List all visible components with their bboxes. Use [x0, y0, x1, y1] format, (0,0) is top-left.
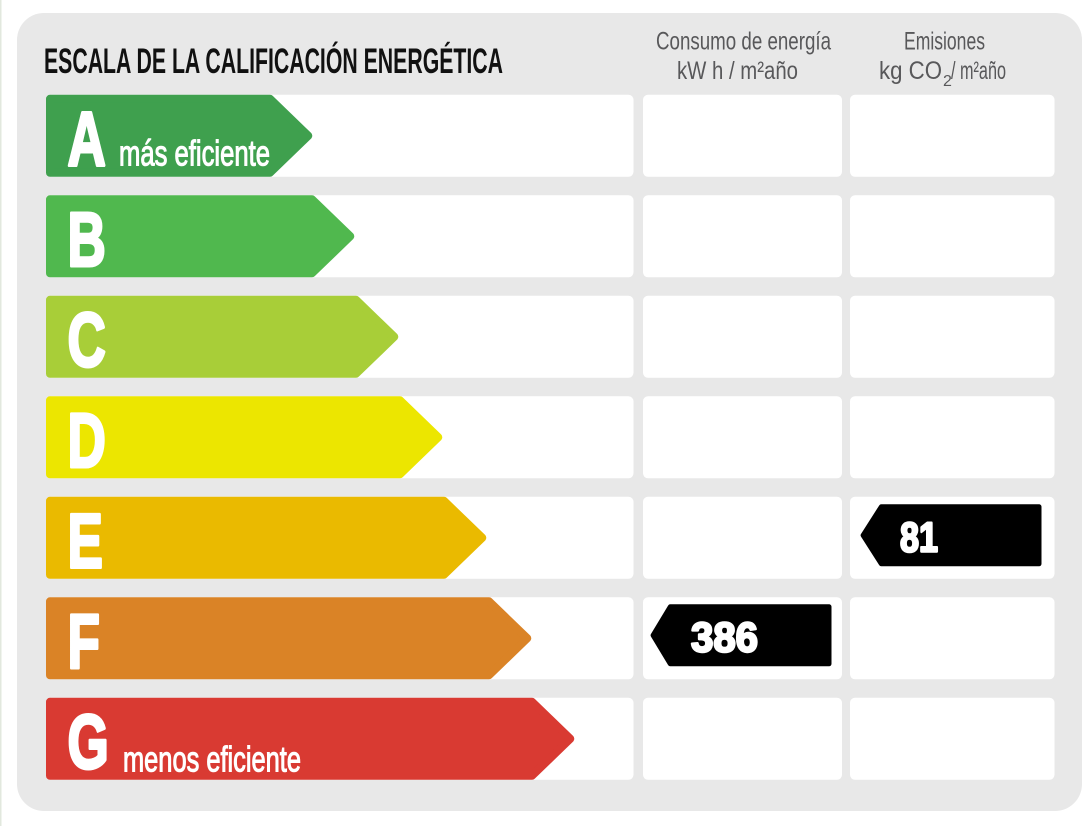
svg-text:kg CO: kg CO — [879, 57, 942, 85]
svg-text:E: E — [68, 499, 103, 585]
svg-text:C: C — [68, 298, 106, 384]
svg-text:kW h / m²año: kW h / m²año — [677, 57, 798, 85]
svg-text:2: 2 — [943, 73, 952, 90]
svg-text:Consumo de energía: Consumo de energía — [656, 28, 831, 56]
svg-text:más eficiente: más eficiente — [119, 133, 270, 174]
svg-text:386: 386 — [691, 613, 758, 660]
svg-text:ESCALA DE LA CALIFICACIÓN ENER: ESCALA DE LA CALIFICACIÓN ENERGÉTICA — [44, 41, 503, 81]
svg-text:menos eficiente: menos eficiente — [123, 739, 301, 780]
svg-text:D: D — [68, 398, 106, 484]
svg-text:F: F — [68, 599, 100, 685]
svg-text:/ m²año: / m²año — [951, 57, 1006, 85]
svg-text:A: A — [68, 97, 106, 183]
svg-text:B: B — [68, 197, 106, 283]
svg-text:G: G — [68, 700, 109, 786]
svg-text:Emisiones: Emisiones — [904, 28, 985, 56]
svg-text:81: 81 — [900, 513, 938, 560]
